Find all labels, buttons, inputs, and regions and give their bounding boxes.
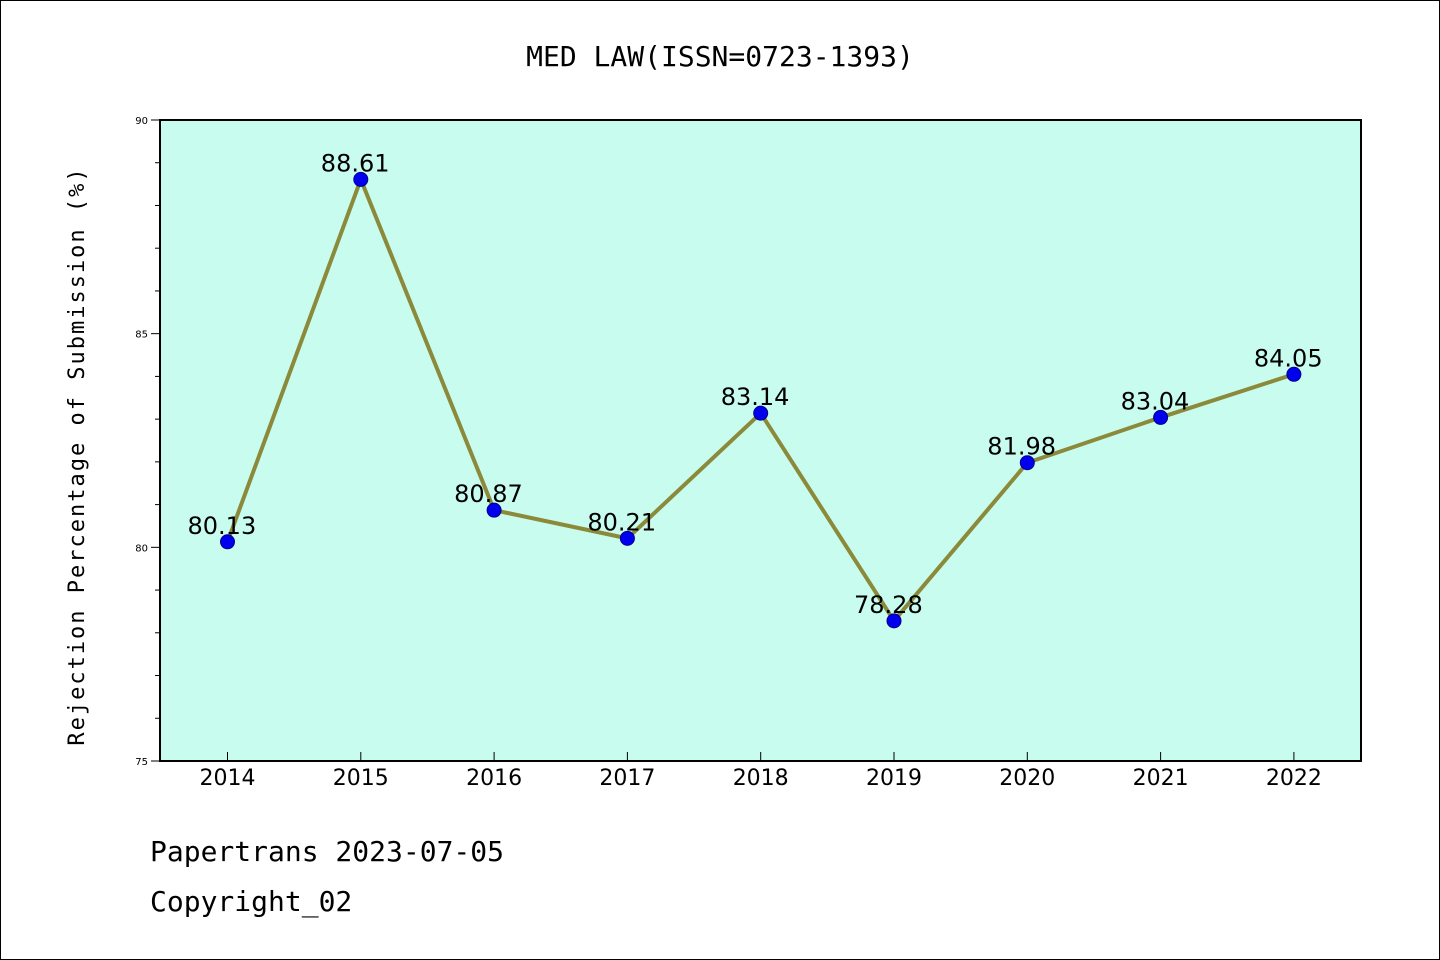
x-tick-label: 2020 xyxy=(999,766,1055,791)
x-tick-label: 2019 xyxy=(866,766,922,791)
data-point xyxy=(1153,409,1169,425)
y-tick-label: 75 xyxy=(135,757,148,768)
data-point xyxy=(753,405,769,421)
y-tick-label: 85 xyxy=(135,330,148,341)
data-label: 81.98 xyxy=(987,433,1056,461)
x-tick-label: 2016 xyxy=(466,766,522,791)
data-point xyxy=(220,534,235,550)
y-ticks: 75 80 85 90 xyxy=(135,116,160,768)
plot-area xyxy=(159,119,1362,762)
x-tick-label: 2014 xyxy=(200,766,256,791)
x-tick-label: 2021 xyxy=(1133,766,1189,791)
data-point xyxy=(486,502,502,518)
x-tick-label: 2018 xyxy=(733,766,789,791)
data-point xyxy=(353,171,369,187)
data-label: 80.87 xyxy=(454,480,523,508)
data-label: 88.61 xyxy=(321,149,390,177)
y-tick-label: 90 xyxy=(135,116,148,127)
data-markers xyxy=(220,171,1302,629)
chart-title: MED LAW(ISSN=0723-1393) xyxy=(526,40,914,73)
data-point xyxy=(619,530,635,546)
data-label: 83.04 xyxy=(1121,387,1190,415)
x-tick-label: 2022 xyxy=(1266,766,1322,791)
data-label: 83.14 xyxy=(721,383,790,411)
y-minor-ticks xyxy=(155,162,160,719)
footer-date: Papertrans 2023-07-05 xyxy=(150,835,505,868)
x-tick-label: 2017 xyxy=(599,766,655,791)
data-point xyxy=(1019,455,1035,471)
data-labels: 80.13 88.61 80.87 80.21 83.14 78.28 81.98 83.04… xyxy=(188,149,1323,618)
data-label: 78.28 xyxy=(854,591,923,619)
x-tick-label: 2015 xyxy=(333,766,389,791)
data-label: 84.05 xyxy=(1254,344,1323,372)
data-point xyxy=(1286,366,1302,382)
data-point xyxy=(886,613,902,629)
data-label: 80.21 xyxy=(587,508,656,536)
y-axis-label: Rejection Percentage of Submission (%) xyxy=(65,166,90,745)
y-tick-label: 80 xyxy=(135,543,148,554)
x-ticks: 2014 2015 2016 2017 2018 2019 2020 2021 2022 xyxy=(200,752,1322,791)
footer-copyright: Copyright_02 xyxy=(150,885,353,918)
data-label: 80.13 xyxy=(188,512,257,540)
